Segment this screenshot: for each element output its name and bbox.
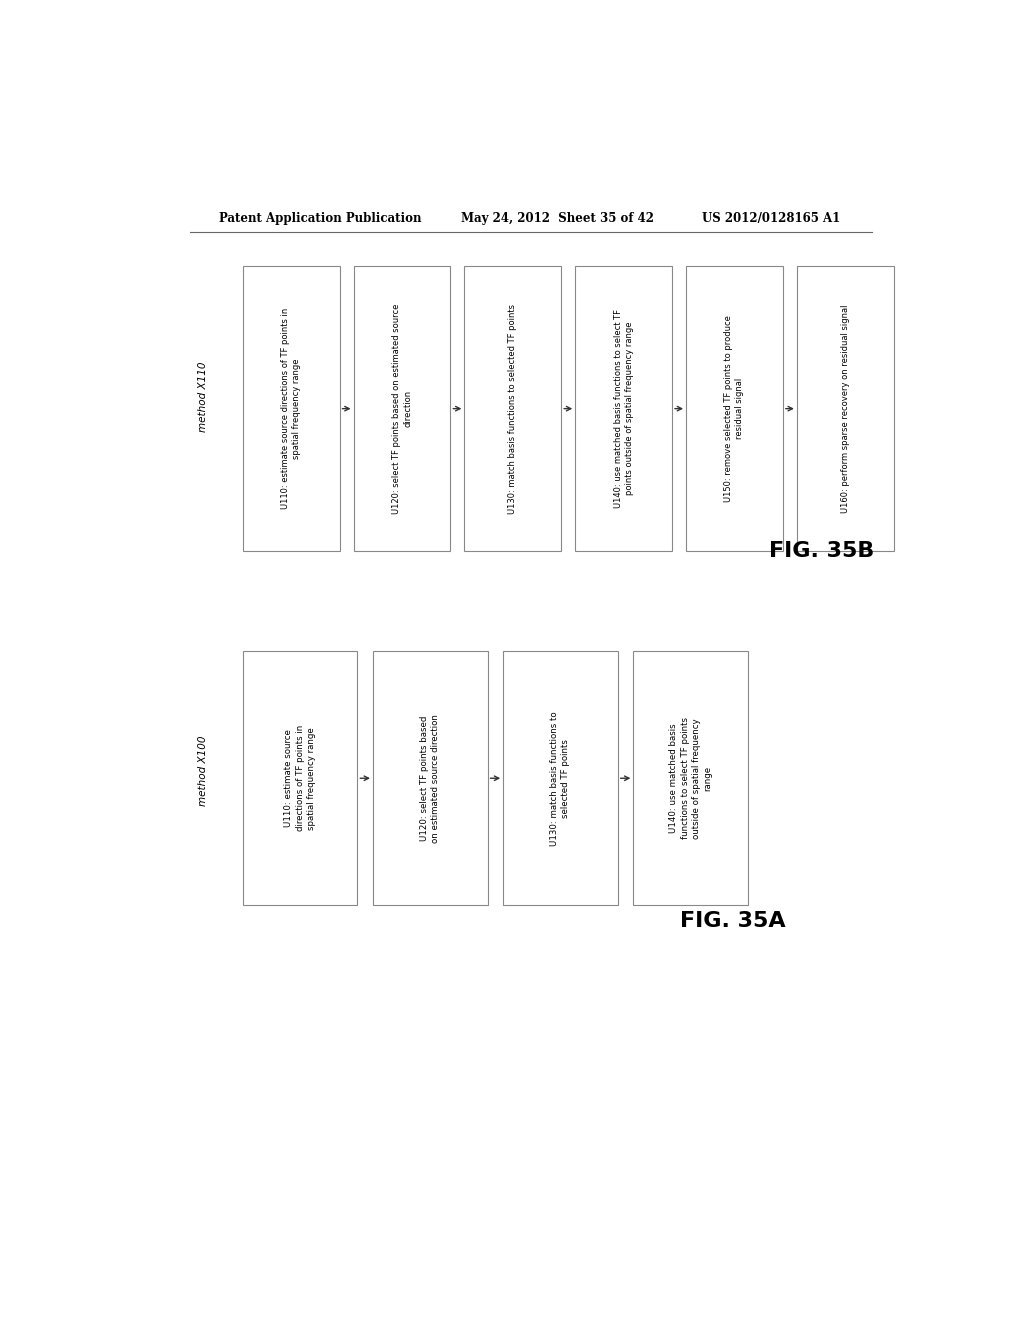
Bar bbox=[633, 651, 748, 906]
Text: method X110: method X110 bbox=[198, 362, 208, 433]
Text: U140: use matched basis
functions to select TF points
outside of spatial frequen: U140: use matched basis functions to sel… bbox=[670, 717, 712, 840]
Text: May 24, 2012  Sheet 35 of 42: May 24, 2012 Sheet 35 of 42 bbox=[461, 213, 654, 224]
Bar bbox=[686, 267, 783, 552]
Text: U120: select TF points based on estimated source
direction: U120: select TF points based on estimate… bbox=[392, 304, 412, 513]
Text: U110: estimate source
directions of TF points in
spatial frequency range: U110: estimate source directions of TF p… bbox=[285, 725, 315, 832]
Bar bbox=[243, 267, 340, 552]
Text: U130: match basis functions to
selected TF points: U130: match basis functions to selected … bbox=[551, 711, 570, 846]
Bar bbox=[503, 651, 617, 906]
Bar bbox=[373, 651, 487, 906]
Text: U160: perform sparse recovery on residual signal: U160: perform sparse recovery on residua… bbox=[841, 305, 850, 513]
Text: U140: use matched basis functions to select TF
points outside of spatial frequen: U140: use matched basis functions to sel… bbox=[613, 309, 634, 508]
Bar bbox=[353, 267, 451, 552]
Bar bbox=[575, 267, 672, 552]
Text: U150: remove selected TF points to produce
residual signal: U150: remove selected TF points to produ… bbox=[724, 315, 744, 502]
Text: FIG. 35A: FIG. 35A bbox=[680, 911, 785, 931]
Text: FIG. 35B: FIG. 35B bbox=[769, 541, 874, 561]
Bar bbox=[243, 651, 357, 906]
Text: U130: match basis functions to selected TF points: U130: match basis functions to selected … bbox=[508, 304, 517, 513]
Text: U110: estimate source directions of TF points in
spatial frequency range: U110: estimate source directions of TF p… bbox=[281, 308, 301, 510]
Text: method X100: method X100 bbox=[198, 735, 208, 805]
Bar bbox=[797, 267, 894, 552]
Text: Patent Application Publication: Patent Application Publication bbox=[219, 213, 422, 224]
Text: US 2012/0128165 A1: US 2012/0128165 A1 bbox=[701, 213, 840, 224]
Bar bbox=[464, 267, 561, 552]
Text: U120: select TF points based
on estimated source direction: U120: select TF points based on estimate… bbox=[420, 714, 440, 842]
